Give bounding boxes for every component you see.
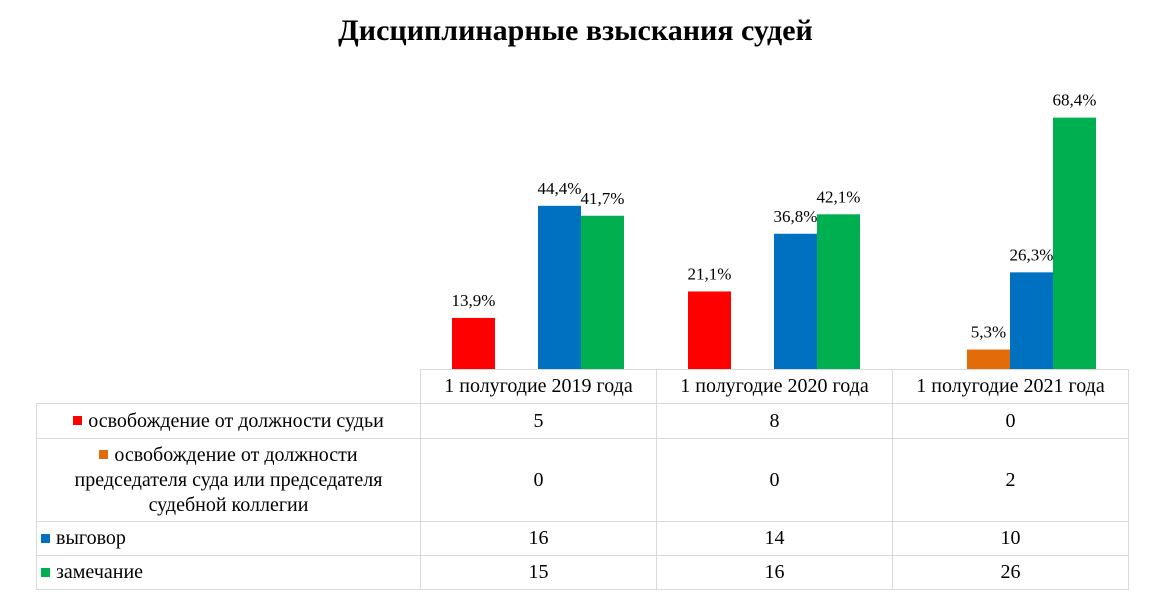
series-label: выговор bbox=[36, 521, 421, 556]
bar bbox=[817, 214, 860, 369]
table-cell: 8 bbox=[656, 403, 893, 439]
category-header: 1 полугодие 2020 года bbox=[656, 369, 893, 404]
category-header: 1 полугодие 2021 года bbox=[892, 369, 1129, 404]
table-cell: 5 bbox=[420, 403, 657, 439]
bar bbox=[538, 205, 581, 369]
legend-key-blue bbox=[41, 533, 50, 543]
legend-key-green bbox=[41, 567, 50, 577]
data-label: 5,3% bbox=[971, 323, 1006, 342]
data-label: 36,8% bbox=[774, 207, 818, 226]
table-cell: 16 bbox=[656, 555, 893, 590]
legend-key-orange bbox=[99, 450, 109, 460]
table-cell: 0 bbox=[420, 438, 657, 522]
bar bbox=[1010, 272, 1053, 369]
data-label: 68,4% bbox=[1053, 91, 1097, 110]
data-label: 13,9% bbox=[452, 291, 496, 310]
table-cell: 10 bbox=[892, 521, 1129, 556]
bar bbox=[688, 291, 731, 369]
bar bbox=[1053, 117, 1096, 369]
data-label: 42,1% bbox=[817, 187, 861, 206]
table-cell: 0 bbox=[656, 438, 893, 522]
chart-title: Дисциплинарные взыскания судей bbox=[338, 14, 813, 47]
data-label: 21,1% bbox=[688, 264, 732, 283]
bar bbox=[581, 215, 624, 369]
bar bbox=[967, 349, 1010, 369]
data-table: 1 полугодие 2019 года 1 полугодие 2020 г… bbox=[36, 369, 1129, 590]
table-corner bbox=[36, 369, 421, 404]
table-row: выговор 16 14 10 bbox=[36, 521, 1129, 556]
table-row: замечание 15 16 26 bbox=[36, 555, 1129, 590]
table-cell: 0 bbox=[892, 403, 1129, 439]
bar bbox=[452, 317, 495, 369]
table-row: освобождение от должности председателя с… bbox=[36, 438, 1129, 522]
series-label: освобождение от должности судьи bbox=[36, 403, 421, 439]
data-label: 41,7% bbox=[581, 189, 625, 208]
table-cell: 16 bbox=[420, 521, 657, 556]
table-header-row: 1 полугодие 2019 года 1 полугодие 2020 г… bbox=[36, 369, 1129, 404]
data-label: 26,3% bbox=[1010, 245, 1054, 264]
legend-key-red bbox=[73, 416, 83, 426]
table-cell: 26 bbox=[892, 555, 1129, 590]
series-label: освобождение от должности председателя с… bbox=[36, 438, 421, 522]
table-cell: 2 bbox=[892, 438, 1129, 522]
series-label: замечание bbox=[36, 555, 421, 590]
bar bbox=[774, 233, 817, 369]
category-header: 1 полугодие 2019 года bbox=[420, 369, 657, 404]
data-label: 44,4% bbox=[538, 179, 582, 198]
table-cell: 14 bbox=[656, 521, 893, 556]
table-cell: 15 bbox=[420, 555, 657, 590]
table-row: освобождение от должности судьи 5 8 0 bbox=[36, 403, 1129, 439]
